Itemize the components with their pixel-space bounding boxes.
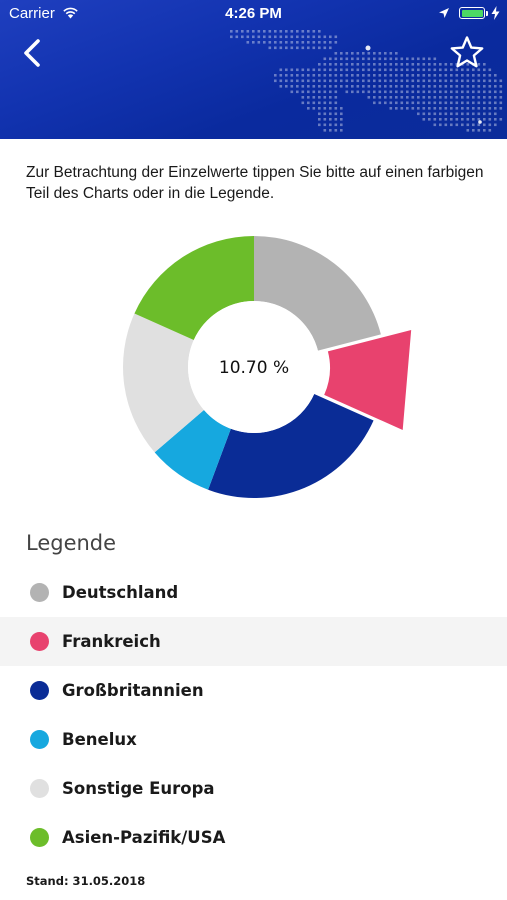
legend-item[interactable]: Deutschland [0, 568, 507, 617]
header-banner: Carrier 4:26 PM [0, 0, 507, 139]
carrier-label: Carrier [9, 5, 55, 22]
data-date-label: Stand: 31.05.2018 [26, 874, 146, 888]
legend-color-dot [30, 730, 49, 749]
legend-color-dot [30, 828, 49, 847]
legend-label: Großbritannien [62, 681, 204, 700]
legend-title: Legende [26, 531, 117, 555]
legend-color-dot [30, 681, 49, 700]
star-outline-icon [450, 36, 484, 68]
chart-slice-asien-pazifik-usa[interactable] [134, 236, 254, 341]
battery-tip [486, 11, 488, 16]
legend-label: Sonstige Europa [62, 779, 215, 798]
legend-item[interactable]: Frankreich [0, 617, 507, 666]
chart-center-hole [188, 301, 320, 433]
chart-center-value: 10.70 % [219, 358, 289, 378]
world-map-background [230, 30, 503, 132]
legend-color-dot [30, 583, 49, 602]
legend-item[interactable]: Großbritannien [0, 666, 507, 715]
status-bar: Carrier 4:26 PM [0, 0, 507, 28]
clock-label: 4:26 PM [225, 5, 282, 22]
legend-item[interactable]: Asien-Pazifik/USA [0, 813, 507, 862]
chart-slice-deutschland[interactable] [254, 236, 381, 351]
legend-color-dot [30, 632, 49, 651]
charging-bolt-icon [491, 6, 500, 20]
donut-chart[interactable]: 10.70 % [100, 220, 420, 520]
legend-label: Asien-Pazifik/USA [62, 828, 226, 847]
back-button[interactable] [18, 36, 50, 70]
wifi-icon [63, 7, 78, 19]
legend-label: Frankreich [62, 632, 161, 651]
chart-slice-benelux[interactable] [154, 410, 231, 490]
chart-slice-frankreich[interactable] [324, 330, 412, 430]
location-arrow-icon [439, 8, 449, 18]
legend-item[interactable]: Sonstige Europa [0, 764, 507, 813]
legend-item[interactable]: Benelux [0, 715, 507, 764]
legend-color-dot [30, 779, 49, 798]
legend-label: Benelux [62, 730, 137, 749]
instruction-text: Zur Betrachtung der Einzelwerte tippen S… [26, 164, 484, 202]
battery-icon [459, 7, 485, 19]
favorite-button[interactable] [448, 34, 486, 72]
chart-slice-gro-britannien[interactable] [208, 393, 374, 499]
legend-label: Deutschland [62, 583, 179, 602]
chevron-left-icon [24, 39, 40, 67]
chart-slice-sonstige-europa[interactable] [123, 313, 204, 453]
legend-list: Deutschland Frankreich Großbritannien Benel… [0, 568, 507, 862]
